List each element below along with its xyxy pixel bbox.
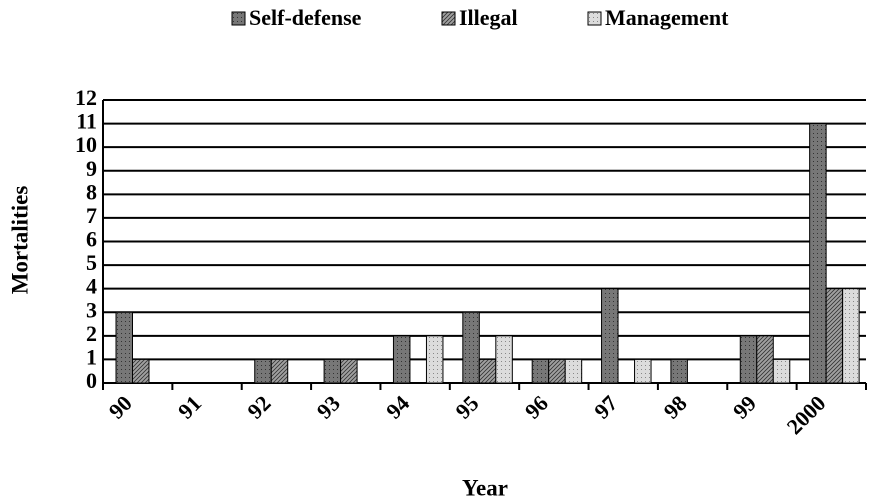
bar bbox=[739, 335, 758, 384]
x-tick-label: 98 bbox=[658, 390, 691, 423]
y-tick-label: 4 bbox=[86, 274, 97, 299]
legend-label: Management bbox=[605, 5, 729, 30]
x-tick-label: 2000 bbox=[782, 390, 831, 439]
bar bbox=[478, 358, 497, 384]
bar bbox=[132, 358, 150, 384]
bar bbox=[392, 335, 411, 384]
bar bbox=[115, 311, 133, 384]
y-tick-label: 10 bbox=[75, 132, 97, 157]
x-tick-label: 91 bbox=[173, 390, 206, 423]
x-tick-label: 99 bbox=[728, 390, 761, 423]
y-tick-label: 8 bbox=[86, 179, 97, 204]
x-tick-label: 96 bbox=[520, 390, 553, 423]
bar bbox=[564, 358, 583, 384]
bar bbox=[531, 358, 550, 384]
bar bbox=[323, 358, 342, 384]
bar bbox=[809, 123, 827, 384]
legend-swatch bbox=[231, 11, 246, 26]
x-tick-label: 93 bbox=[312, 390, 345, 423]
x-tick-label: 94 bbox=[381, 390, 414, 423]
bar bbox=[601, 288, 619, 384]
bar bbox=[254, 358, 272, 384]
x-tick-label: 97 bbox=[589, 390, 622, 423]
bar bbox=[548, 358, 566, 384]
x-tick-label: 92 bbox=[242, 390, 275, 423]
bar bbox=[495, 335, 513, 384]
bar bbox=[670, 358, 688, 384]
bar bbox=[842, 288, 860, 384]
x-tick-label: 90 bbox=[104, 390, 137, 423]
y-tick-label: 3 bbox=[86, 297, 97, 322]
y-tick-label: 1 bbox=[86, 344, 97, 369]
x-axis-title: Year bbox=[462, 475, 508, 500]
y-tick-label: 11 bbox=[76, 109, 97, 134]
y-tick-label: 7 bbox=[86, 203, 97, 228]
bar bbox=[270, 358, 289, 384]
bar bbox=[634, 358, 652, 384]
bar bbox=[756, 335, 774, 384]
y-tick-label: 12 bbox=[75, 85, 97, 110]
bar bbox=[772, 358, 791, 384]
y-tick-label: 6 bbox=[86, 227, 97, 252]
legend-swatch bbox=[441, 11, 456, 26]
y-tick-label: 0 bbox=[86, 368, 97, 393]
bar bbox=[825, 288, 844, 384]
y-axis-title: Mortalities bbox=[7, 186, 32, 295]
y-tick-label: 2 bbox=[86, 321, 97, 346]
y-tick-label: 5 bbox=[86, 250, 97, 275]
legend-swatch bbox=[587, 11, 602, 26]
x-tick-label: 95 bbox=[450, 390, 483, 423]
legend-label: Illegal bbox=[459, 5, 518, 30]
legend-label: Self-defense bbox=[249, 5, 362, 30]
bar bbox=[462, 311, 480, 384]
y-tick-label: 9 bbox=[86, 156, 97, 181]
bar bbox=[340, 358, 358, 384]
bar bbox=[425, 335, 444, 384]
